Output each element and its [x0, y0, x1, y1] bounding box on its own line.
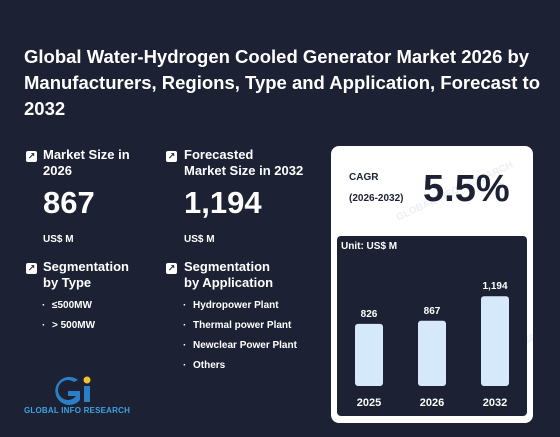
global-info-research-logo [55, 376, 91, 405]
arrow-up-right-icon: ↗ [26, 263, 37, 274]
cagr-value: 5.5% [423, 168, 510, 210]
unit-label: Unit: US$ M [341, 241, 398, 252]
arrow-up-right-icon: ↗ [26, 151, 37, 162]
category-label-2026: 2026 [420, 397, 444, 409]
category-label-2025: 2025 [357, 397, 381, 409]
market-size-unit: US$ M [43, 234, 74, 245]
segmentation-type-list: ≤500MW > 500MW [40, 296, 95, 336]
arrow-up-right-icon: ↗ [166, 263, 177, 274]
data-label-2032: 1,194 [482, 281, 507, 292]
bar-2032 [481, 296, 509, 386]
category-label-2032: 2032 [483, 397, 507, 409]
list-item: Newclear Power Plant [181, 336, 297, 356]
cagr-years: (2026-2032) [349, 193, 404, 204]
data-label-2025: 826 [361, 309, 378, 320]
list-item: > 500MW [40, 316, 95, 336]
data-label-2026: 867 [424, 306, 441, 317]
cagr-card: GLOBAL INFO RESEARCH GLOBAL INFO RESEARC… [331, 146, 533, 423]
forecast-size-unit: US$ M [184, 234, 215, 245]
arrow-up-right-icon: ↗ [166, 151, 177, 162]
bar-chart: Unit: US$ M 826 2025 867 2026 1,194 2032 [337, 236, 527, 416]
bar-chart-svg: 826 2025 867 2026 1,194 2032 [355, 281, 509, 409]
list-item: ≤500MW [40, 296, 95, 316]
forecast-size-value: 1,194 [184, 185, 262, 220]
forecast-size-label: Forecasted Market Size in 2032 [184, 147, 304, 178]
segmentation-type-label: Segmentation by Type [43, 259, 129, 290]
logo-text: GLOBAL INFO RESEARCH [24, 406, 131, 415]
market-size-label: Market Size in 2026 [43, 147, 130, 178]
bar-2026 [418, 320, 446, 386]
list-item: Others [181, 356, 297, 376]
cagr-label: CAGR [349, 172, 379, 183]
list-item: Hydropower Plant [181, 296, 297, 316]
bar-2025 [355, 323, 383, 386]
market-size-value: 867 [43, 185, 95, 220]
page-title: Global Water-Hydrogen Cooled Generator M… [24, 46, 541, 119]
list-item: Thermal power Plant [181, 316, 297, 336]
segmentation-application-label: Segmentation by Application [184, 259, 274, 290]
segmentation-application-list: Hydropower Plant Thermal power Plant New… [181, 296, 297, 376]
